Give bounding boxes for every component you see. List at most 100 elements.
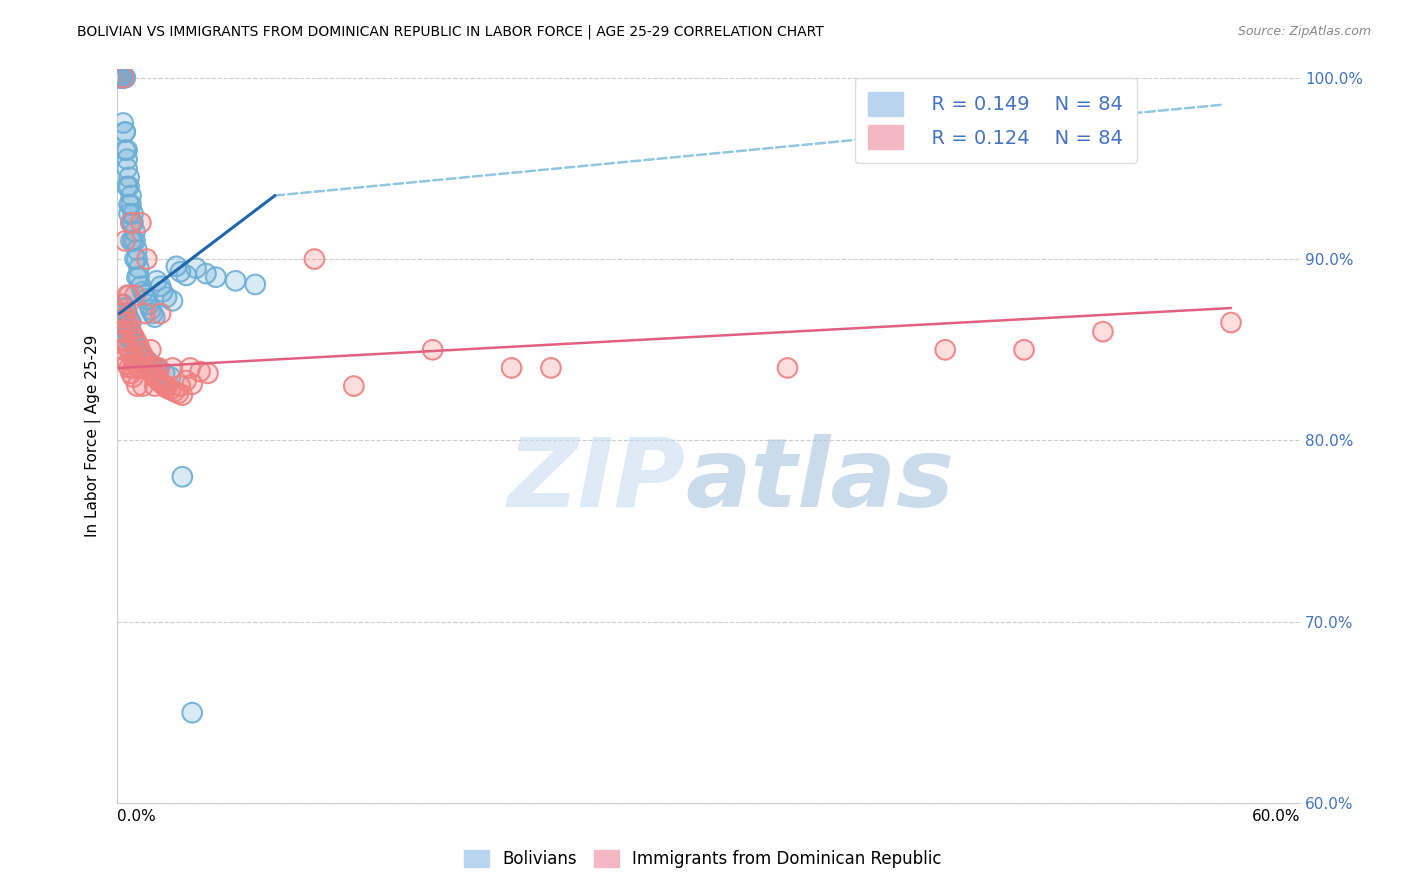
Point	[118, 312, 141, 326]
Point	[124, 332, 146, 346]
Point	[112, 70, 135, 85]
Point	[124, 252, 146, 266]
Point	[115, 339, 138, 353]
Point	[114, 70, 136, 85]
Point	[128, 339, 150, 353]
Point	[129, 348, 152, 362]
Point	[112, 297, 135, 311]
Point	[118, 197, 141, 211]
Point	[129, 348, 152, 362]
Text: ZIP: ZIP	[508, 434, 685, 526]
Point	[776, 360, 799, 375]
Point	[148, 374, 170, 388]
Point	[112, 70, 135, 85]
Point	[114, 70, 136, 85]
Point	[110, 325, 132, 339]
Point	[124, 355, 146, 369]
Point	[145, 372, 167, 386]
Point	[118, 179, 141, 194]
Point	[184, 261, 207, 276]
Point	[115, 316, 138, 330]
Point	[153, 379, 176, 393]
Point	[132, 348, 155, 362]
Point	[122, 370, 145, 384]
Point	[120, 334, 142, 348]
Point	[125, 243, 148, 257]
Point	[114, 234, 136, 248]
Point	[1012, 343, 1035, 357]
Point	[138, 359, 160, 373]
Point	[135, 355, 157, 369]
Point	[245, 277, 267, 292]
Point	[115, 325, 138, 339]
Point	[114, 125, 136, 139]
Point	[115, 153, 138, 167]
Point	[501, 360, 523, 375]
Point	[135, 292, 157, 306]
Point	[159, 383, 181, 397]
Text: 0.0%: 0.0%	[117, 809, 156, 824]
Point	[115, 143, 138, 157]
Point	[108, 306, 131, 320]
Point	[115, 153, 138, 167]
Point	[110, 316, 132, 330]
Point	[142, 360, 165, 375]
Point	[125, 343, 148, 357]
Point	[115, 339, 138, 353]
Point	[108, 70, 131, 85]
Text: 60.0%: 60.0%	[1251, 809, 1301, 824]
Point	[139, 362, 162, 376]
Point	[163, 384, 186, 399]
Point	[115, 325, 138, 339]
Text: BOLIVIAN VS IMMIGRANTS FROM DOMINICAN REPUBLIC IN LABOR FORCE | AGE 25-29 CORREL: BOLIVIAN VS IMMIGRANTS FROM DOMINICAN RE…	[77, 25, 824, 39]
Point	[124, 355, 146, 369]
Point	[112, 70, 135, 85]
Point	[122, 207, 145, 221]
Point	[128, 360, 150, 375]
Point	[120, 316, 142, 330]
Point	[124, 339, 146, 353]
Point	[122, 234, 145, 248]
Point	[125, 270, 148, 285]
Point	[118, 179, 141, 194]
Point	[934, 343, 956, 357]
Point	[162, 293, 184, 308]
Point	[120, 325, 142, 339]
Point	[118, 330, 141, 344]
Point	[145, 274, 167, 288]
Point	[110, 325, 132, 339]
Point	[118, 319, 141, 334]
Point	[225, 274, 247, 288]
Point	[128, 261, 150, 276]
Point	[114, 143, 136, 157]
Point	[115, 306, 138, 320]
Point	[225, 274, 247, 288]
Point	[115, 161, 138, 176]
Point	[112, 297, 135, 311]
Point	[134, 351, 156, 366]
Point	[132, 285, 155, 299]
Point	[120, 216, 142, 230]
Point	[152, 377, 174, 392]
Point	[114, 143, 136, 157]
Point	[145, 372, 167, 386]
Point	[114, 310, 136, 325]
Point	[139, 302, 162, 317]
Point	[205, 270, 228, 285]
Point	[108, 70, 131, 85]
Point	[114, 334, 136, 348]
Point	[1091, 325, 1114, 339]
Text: Source: ZipAtlas.com: Source: ZipAtlas.com	[1237, 25, 1371, 38]
Point	[343, 379, 366, 393]
Point	[118, 207, 141, 221]
Point	[143, 310, 166, 325]
Point	[152, 377, 174, 392]
Point	[139, 343, 162, 357]
Point	[162, 293, 184, 308]
Point	[112, 343, 135, 357]
Point	[155, 381, 177, 395]
Point	[114, 125, 136, 139]
Point	[138, 355, 160, 369]
Point	[174, 374, 197, 388]
Point	[122, 328, 145, 343]
